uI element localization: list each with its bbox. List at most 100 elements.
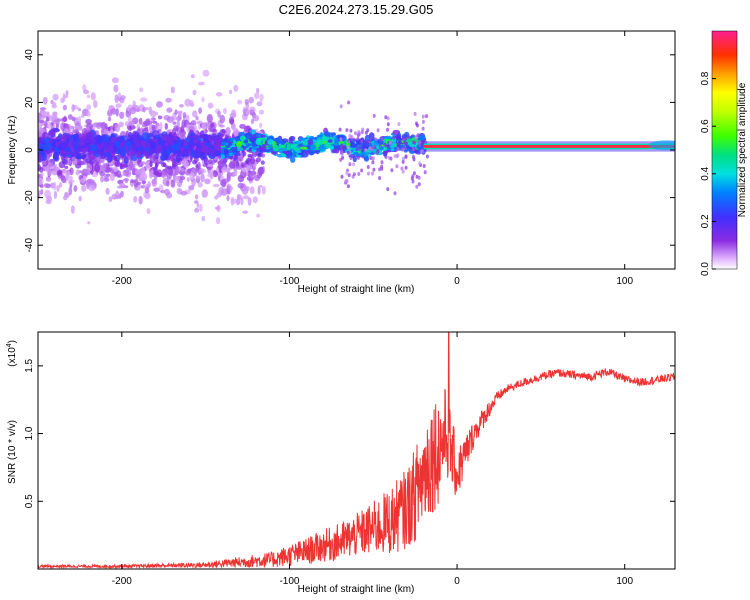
spectrogram-cell (235, 147, 244, 152)
spectrogram-cell (78, 115, 82, 124)
spectrogram-cell (257, 186, 261, 195)
spectrogram-cell (349, 156, 353, 160)
spectrogram-cell (316, 139, 324, 146)
spectrogram-cell (85, 168, 90, 175)
spectrogram-cell (51, 101, 57, 106)
spectrogram-ytick-label: 20 (24, 96, 35, 108)
spectrogram-cell (67, 114, 73, 120)
spectrogram-marks (38, 69, 675, 225)
spectrogram-cell (352, 137, 356, 142)
spectrogram-cell (378, 143, 382, 148)
spectrogram-cell (182, 112, 187, 119)
spectrogram-cell (215, 92, 223, 97)
spectrogram-cell (243, 108, 250, 117)
spectrogram-cell (86, 178, 93, 184)
spectrogram-cell (82, 175, 87, 182)
spectrogram-cell (354, 131, 357, 136)
spectrogram-cell (173, 125, 179, 129)
spectrogram-cell (375, 150, 379, 155)
spectrogram-cell (40, 172, 44, 178)
spectrogram-cell (57, 170, 62, 176)
spectrogram-cell (396, 146, 400, 151)
spectrogram-cell (282, 150, 289, 154)
spectrogram-cell (340, 149, 344, 154)
spectrogram-cell (81, 184, 87, 192)
spectrogram-cell (174, 176, 179, 184)
spectrogram-cell (366, 165, 370, 169)
spectrogram-cell (298, 137, 306, 141)
spectrogram-cell (361, 154, 365, 159)
spectrogram-cell (339, 104, 343, 109)
colorbar-tick-label: 0.2 (700, 214, 711, 228)
spectrogram-cell (123, 156, 129, 165)
spectrogram-cell (77, 144, 83, 153)
spectrogram-cell (290, 156, 296, 164)
spectrogram-cell (410, 176, 414, 181)
snr-xtick-label: 0 (454, 576, 460, 587)
spectrogram-cell (119, 163, 123, 170)
spectrogram-cell (194, 207, 200, 213)
spectrogram-cell (71, 116, 76, 122)
spectrogram-cell (53, 151, 58, 160)
spectrogram-cell (192, 89, 197, 96)
spectrogram-cell (120, 135, 125, 142)
spectrogram-cell (233, 84, 239, 92)
spectrogram-cell (404, 165, 408, 170)
spectrogram-cell (184, 98, 192, 107)
spectrogram-cell (130, 179, 136, 184)
spectrogram-cell (383, 143, 387, 148)
spectrogram-cell (55, 118, 60, 126)
spectrogram-cell (389, 156, 393, 161)
spectrogram-cell (258, 184, 263, 188)
spectrogram-cell (340, 152, 344, 157)
spectrogram-cell (378, 176, 382, 180)
spectrogram-cell (87, 221, 91, 225)
spectrogram-cell (242, 210, 249, 214)
spectrogram-cell (153, 187, 160, 192)
colorbar-ticks: 0.0 0.2 0.4 0.6 0.8 (700, 71, 716, 276)
spectrogram-cell (236, 140, 242, 148)
spectrogram-cell (38, 119, 45, 124)
spectrogram-cell (201, 215, 206, 222)
spectrogram-cell (78, 133, 86, 141)
spectrogram-cell (249, 109, 255, 116)
spectrogram-cell (39, 107, 47, 111)
snr-frame (37, 331, 676, 570)
spectrogram-cell (352, 155, 357, 163)
spectrogram-cell (200, 173, 205, 183)
spectrogram-cell (138, 195, 143, 205)
spectrogram-cell (45, 116, 50, 122)
spectrogram-cell (68, 175, 73, 181)
spectrogram-cell (135, 140, 141, 149)
spectrogram-cell (62, 159, 68, 165)
spectrogram-cell (153, 158, 160, 165)
spectrogram-cell (357, 172, 361, 176)
spectrogram-cell (68, 186, 73, 196)
spectrogram-cell (183, 160, 189, 169)
spectrogram-cell (221, 141, 227, 146)
spectrogram-cell (241, 186, 249, 195)
spectrogram-cell (261, 153, 266, 158)
spectrogram-cell (417, 182, 421, 187)
spectrogram-cell (384, 115, 388, 120)
spectrogram-cell (71, 141, 78, 147)
spectrogram-cell (256, 87, 260, 94)
spectrogram-cell (176, 137, 182, 147)
spectrogram-cell (141, 161, 146, 165)
spectrogram-cell (279, 139, 286, 145)
spectrogram-cell (401, 156, 405, 161)
spectrogram-cell (73, 185, 78, 192)
spectrogram-cell (404, 136, 408, 141)
spectrogram-cell (202, 69, 210, 77)
spectrogram-cell (74, 122, 78, 132)
spectrogram-cell (174, 109, 178, 115)
spectrogram-cell (84, 135, 93, 144)
spectrogram-cell (178, 169, 186, 176)
spectrogram-cell (101, 128, 109, 137)
spectrogram-cell (141, 180, 147, 184)
spectrogram-cell (140, 97, 148, 102)
spectrogram-cell (418, 134, 426, 141)
spectrogram-cell (233, 169, 238, 177)
spectrogram-cell (231, 109, 237, 118)
snr-scale-base: (x10 (7, 347, 18, 367)
